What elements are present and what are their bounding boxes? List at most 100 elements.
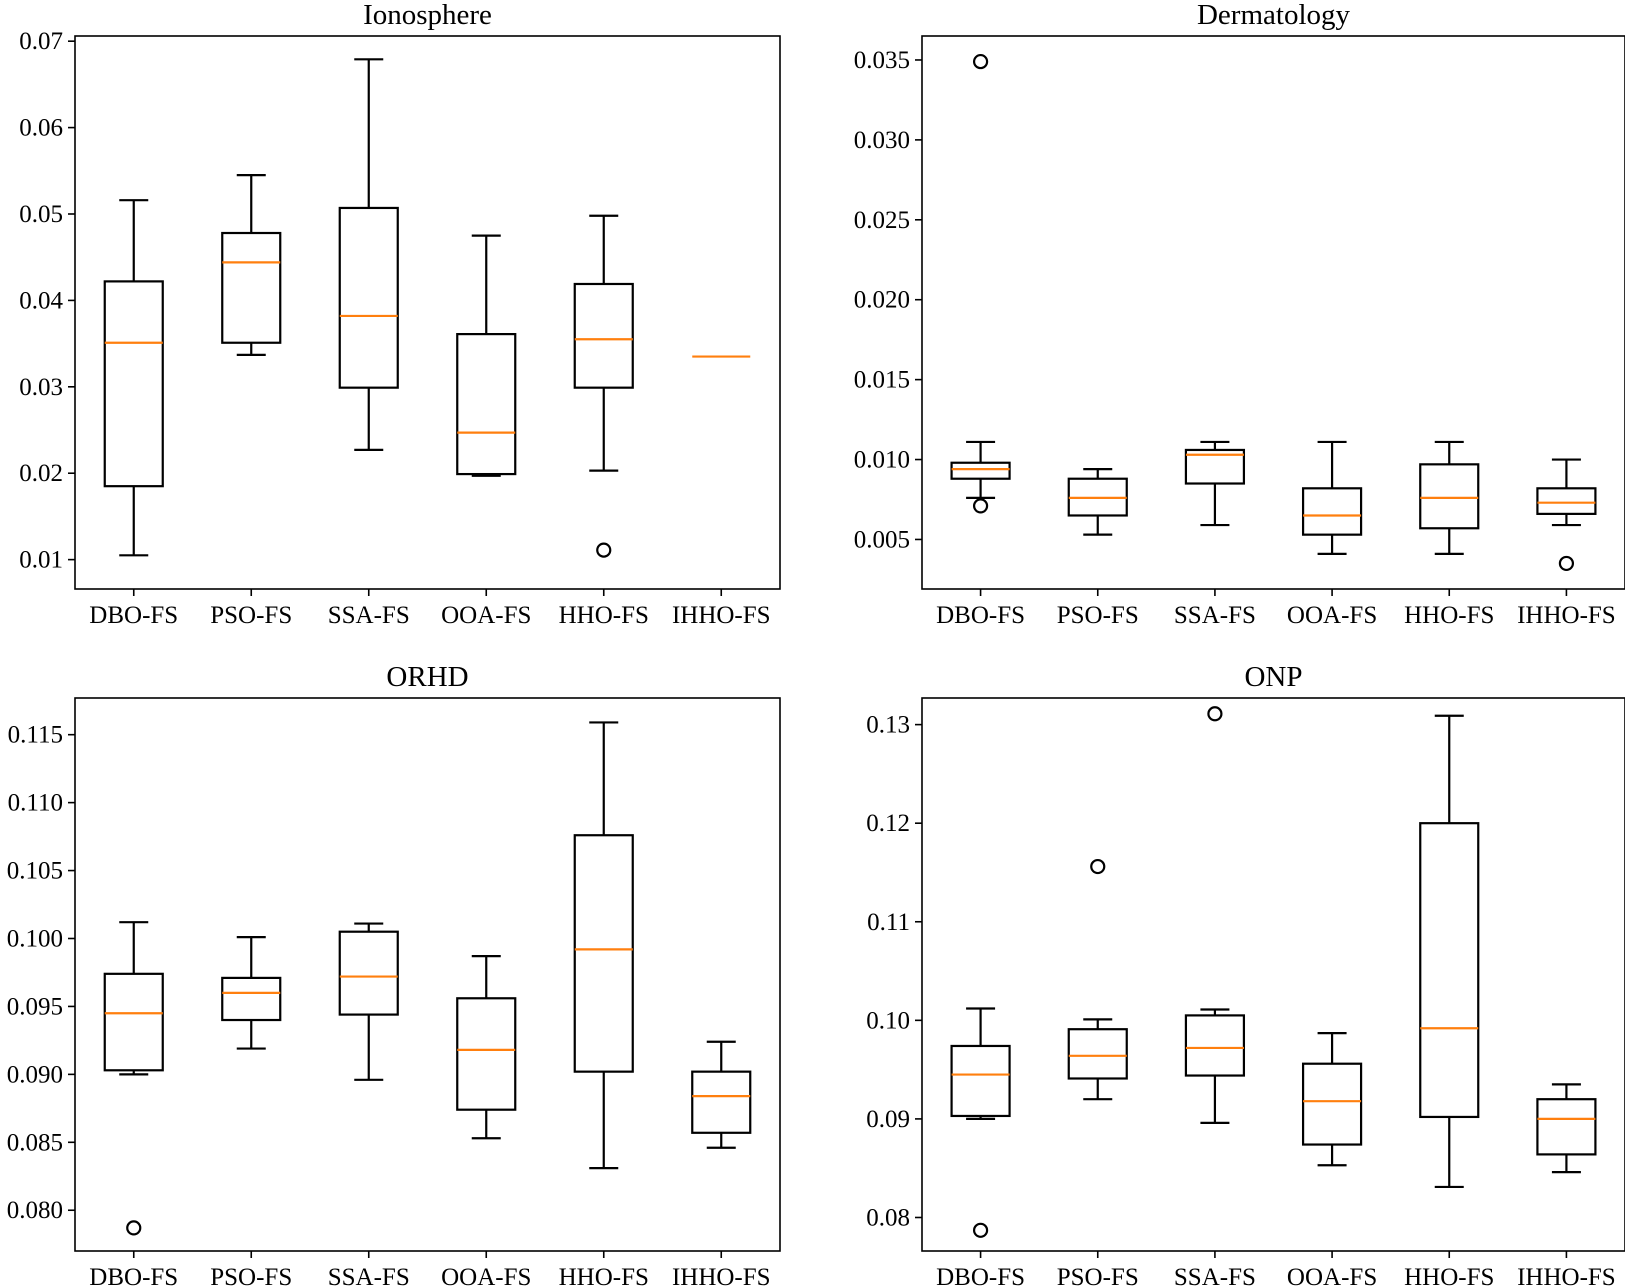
- y-tick-label: 0.04: [19, 287, 63, 314]
- panel-onp: ONP 0.08 0.09 0.10 0.11 0.12 0.13 DBO-FS PSO-FS S…: [866, 661, 1625, 1288]
- x-tick-label: OOA-FS: [441, 1264, 531, 1288]
- x-tick-label: IHHO-FS: [672, 1264, 771, 1288]
- y-tick-label: 0.080: [7, 1197, 63, 1224]
- iqr-box: [221, 231, 282, 344]
- box-ssa-fs: [1184, 440, 1246, 527]
- y-tick-label: 0.08: [866, 1204, 910, 1231]
- y-tick-label: 0.025: [854, 207, 910, 234]
- box-ihho-fs: [1536, 458, 1597, 572]
- x-tick-label: OOA-FS: [1287, 1264, 1377, 1288]
- x-tick-label: HHO-FS: [559, 602, 649, 629]
- y-tick-label: 0.03: [19, 374, 63, 401]
- box-ssa-fs: [1184, 706, 1246, 1124]
- x-tick-label: PSO-FS: [1057, 1264, 1139, 1288]
- x-tick-label: SSA-FS: [1174, 1264, 1256, 1288]
- x-tick-label: OOA-FS: [1287, 602, 1377, 629]
- x-tick-label: IHHO-FS: [1517, 1264, 1616, 1288]
- box-ihho-fs: [691, 1040, 752, 1149]
- y-tick-label: 0.07: [19, 28, 63, 55]
- y-tick-label: 0.100: [7, 925, 63, 952]
- x-tick-label: DBO-FS: [936, 1264, 1025, 1288]
- iqr-box: [1419, 822, 1480, 1119]
- iqr-box: [1301, 487, 1363, 536]
- panel-ionosphere: Ionosphere 0.01 0.02 0.03 0.04 0.05 0.06 0.07 DB…: [19, 0, 781, 629]
- box-dbo-fs: [950, 1007, 1011, 1238]
- outlier-point: [126, 1220, 142, 1236]
- iqr-box: [573, 282, 634, 389]
- y-tick-label: 0.035: [854, 47, 910, 74]
- iqr-box: [1184, 1014, 1246, 1077]
- axes-frame: [921, 697, 1625, 1252]
- iqr-box: [691, 1070, 752, 1134]
- iqr-box: [456, 997, 517, 1111]
- y-tick-label: 0.13: [866, 712, 910, 739]
- box-ooa-fs: [456, 234, 517, 477]
- iqr-box: [1536, 1098, 1597, 1156]
- iqr-box: [573, 834, 634, 1073]
- iqr-box: [1067, 1028, 1128, 1080]
- box-ssa-fs: [338, 922, 399, 1081]
- box-hho-fs: [573, 214, 634, 558]
- y-tick-label: 0.095: [7, 993, 63, 1020]
- y-tick-label: 0.02: [19, 460, 63, 487]
- axes-frame: [921, 35, 1625, 590]
- panel-title: ONP: [1244, 661, 1302, 693]
- y-tick-label: 0.06: [19, 115, 63, 142]
- x-tick-label: DBO-FS: [89, 602, 178, 629]
- box-dbo-fs: [950, 53, 1011, 514]
- x-tick-label: HHO-FS: [559, 1264, 649, 1288]
- x-tick-label: PSO-FS: [210, 602, 292, 629]
- box-pso-fs: [221, 936, 282, 1050]
- y-tick-label: 0.015: [854, 367, 910, 394]
- iqr-box: [1419, 463, 1480, 530]
- box-dbo-fs: [103, 199, 164, 557]
- iqr-box: [1301, 1062, 1363, 1146]
- y-tick-label: 0.10: [866, 1007, 910, 1034]
- axes-frame: [74, 35, 781, 590]
- y-tick-label: 0.09: [866, 1106, 910, 1133]
- iqr-box: [338, 206, 399, 389]
- x-tick-label: HHO-FS: [1404, 1264, 1494, 1288]
- box-pso-fs: [1067, 468, 1128, 536]
- x-tick-label: SSA-FS: [328, 602, 410, 629]
- y-tick-label: 0.12: [866, 810, 910, 837]
- y-tick-label: 0.010: [854, 447, 910, 474]
- y-tick-label: 0.105: [7, 858, 63, 885]
- iqr-box: [950, 461, 1011, 480]
- box-ooa-fs: [1301, 440, 1363, 555]
- x-tick-label: SSA-FS: [328, 1264, 410, 1288]
- iqr-box: [103, 972, 164, 1072]
- y-tick-label: 0.115: [8, 722, 63, 749]
- box-ssa-fs: [338, 58, 399, 451]
- outlier-point: [972, 498, 989, 514]
- y-tick-label: 0.01: [19, 547, 63, 574]
- box-pso-fs: [221, 174, 282, 356]
- x-tick-label: PSO-FS: [210, 1264, 292, 1288]
- y-tick-label: 0.11: [867, 909, 910, 936]
- y-tick-label: 0.020: [854, 287, 910, 314]
- box-ooa-fs: [456, 955, 517, 1140]
- iqr-box: [1184, 448, 1246, 485]
- iqr-box: [1536, 487, 1597, 515]
- x-tick-label: IHHO-FS: [1517, 602, 1616, 629]
- panel-dermatology: Dermatology 0.005 0.010 0.015 0.020 0.025 0.03…: [854, 0, 1625, 629]
- panel-title: ORHD: [386, 661, 468, 693]
- outlier-point: [972, 1222, 989, 1238]
- box-hho-fs: [1419, 714, 1480, 1189]
- iqr-box: [103, 280, 164, 488]
- x-tick-label: PSO-FS: [1057, 602, 1139, 629]
- box-hho-fs: [573, 721, 634, 1170]
- x-tick-label: DBO-FS: [89, 1264, 178, 1288]
- y-tick-label: 0.030: [854, 127, 910, 154]
- outlier-point: [1558, 555, 1575, 572]
- outlier-point: [1090, 858, 1106, 875]
- x-tick-label: DBO-FS: [936, 602, 1025, 629]
- x-tick-label: IHHO-FS: [672, 602, 771, 629]
- x-tick-label: OOA-FS: [441, 602, 531, 629]
- iqr-box: [338, 930, 399, 1016]
- y-tick-label: 0.090: [7, 1061, 63, 1088]
- outlier-point: [1207, 706, 1223, 722]
- box-dbo-fs: [103, 921, 164, 1236]
- y-tick-label: 0.05: [19, 201, 63, 228]
